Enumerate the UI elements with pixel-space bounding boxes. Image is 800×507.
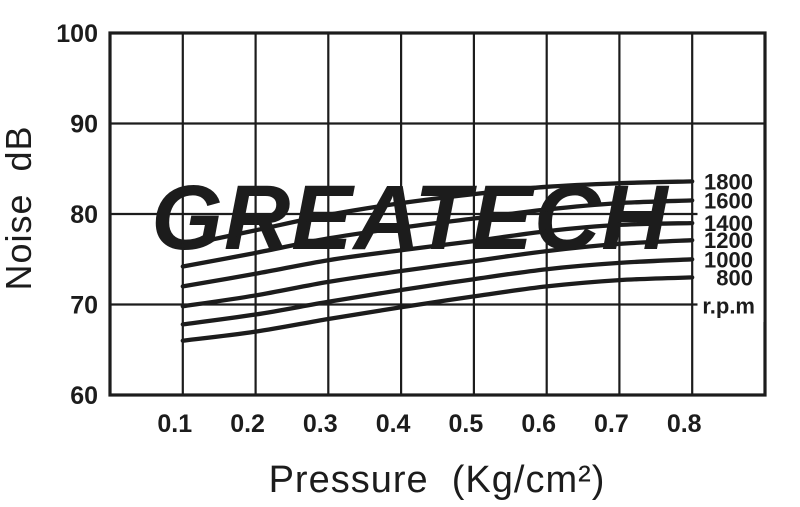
data-curves — [180, 179, 695, 343]
rpm-unit-label: r.p.m — [702, 293, 755, 318]
legend-label-1200-rpm: 1200 — [704, 228, 753, 253]
curve-1000-rpm — [180, 257, 695, 327]
x-tick-label-0.3: 0.3 — [303, 410, 338, 438]
legend-label-1800-rpm: 1800 — [704, 169, 753, 194]
curve-1800-rpm — [180, 179, 695, 248]
legend-label-1400-rpm: 1400 — [704, 211, 753, 236]
curve-1600-rpm — [180, 198, 695, 269]
grid — [110, 33, 765, 395]
legend-label-800-rpm: 800 — [716, 265, 753, 290]
legend-label-1600-rpm: 1600 — [704, 188, 753, 213]
x-tick-label-0.2: 0.2 — [230, 410, 265, 438]
x-tick-label-0.6: 0.6 — [521, 410, 556, 438]
x-tick-label-0.4: 0.4 — [376, 410, 411, 438]
x-axis-ticks: 0.1 0.2 0.3 0.4 0.5 0.6 0.7 0.8 — [157, 410, 701, 438]
curve-1200-rpm — [180, 238, 695, 309]
y-tick-label-60: 60 — [70, 382, 98, 410]
y-tick-label-80: 80 — [70, 201, 98, 229]
legend-background — [697, 170, 764, 322]
y-axis-ticks: 100 90 80 70 60 — [56, 20, 98, 410]
y-tick-label-70: 70 — [70, 292, 98, 320]
x-tick-label-0.7: 0.7 — [594, 410, 629, 438]
curve-800-rpm — [180, 275, 695, 343]
curve-1400-rpm — [180, 220, 695, 289]
x-axis-title: Pressure (Kg/cm²) — [269, 459, 606, 501]
x-tick-label-0.8: 0.8 — [667, 410, 702, 438]
plot-border — [108, 31, 767, 397]
y-tick-label-90: 90 — [70, 111, 98, 139]
y-axis-title: Noise dB — [0, 125, 39, 290]
y-tick-label-100: 100 — [56, 20, 98, 48]
x-tick-label-0.1: 0.1 — [157, 410, 192, 438]
x-tick-label-0.5: 0.5 — [449, 410, 484, 438]
legend-label-1000-rpm: 1000 — [704, 247, 753, 272]
